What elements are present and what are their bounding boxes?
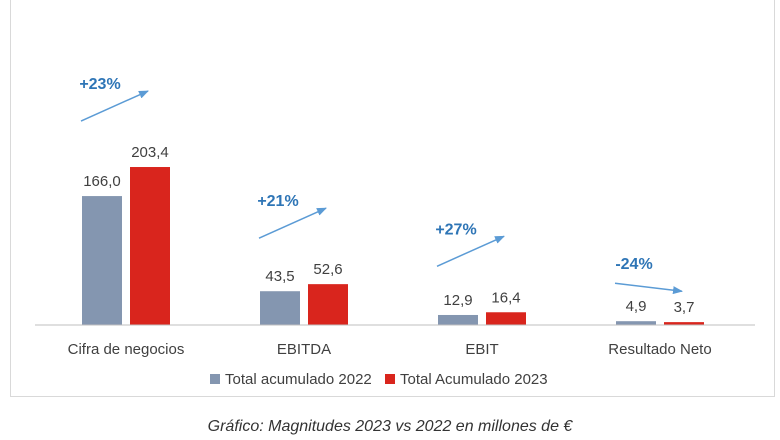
bar-2022-3 [616,321,656,325]
value-label-2023-2: 16,4 [491,289,520,306]
trend-arrow-2 [436,235,505,267]
value-label-2022-2: 12,9 [443,292,472,309]
bar-2022-2 [438,314,478,325]
legend-swatch-0 [210,374,220,384]
value-label-2022-3: 4,9 [626,298,647,315]
bar-2023-1 [308,284,348,325]
category-label-0: Cifra de negocios [68,341,185,358]
category-label-1: EBITDA [277,341,331,358]
bar-chart: 166,0 203,4 Cifra de negocios 43,5 52,6 EBITD… [35,76,755,388]
legend-label-1: Total Acumulado 2023 [400,371,548,388]
category-label-3: Resultado Neto [608,341,711,358]
bar-2022-1 [260,291,300,325]
chart-frame [10,0,775,397]
chart-caption: Gráfico: Magnitudes 2023 vs 2022 en mill… [207,418,573,435]
legend-label-0: Total acumulado 2022 [225,371,372,388]
value-label-2022-1: 43,5 [265,268,294,285]
value-label-2022-0: 166,0 [83,173,121,190]
change-label-2: +27% [435,221,476,238]
change-label-1: +21% [257,193,298,210]
bar-2022-0 [82,196,122,325]
legend-swatch-1 [385,374,395,384]
value-label-2023-3: 3,7 [674,299,695,316]
value-label-2023-0: 203,4 [131,144,169,161]
change-label-0: +23% [79,76,120,93]
trend-arrow-1 [258,207,327,239]
trend-arrow-0 [80,90,149,122]
change-label-3: -24% [615,256,652,273]
bar-2023-3 [664,322,704,325]
bar-2023-2 [486,312,526,325]
category-label-2: EBIT [465,341,498,358]
bar-2023-0 [130,167,170,325]
value-label-2023-1: 52,6 [313,261,342,278]
trend-arrow-3 [614,282,683,295]
